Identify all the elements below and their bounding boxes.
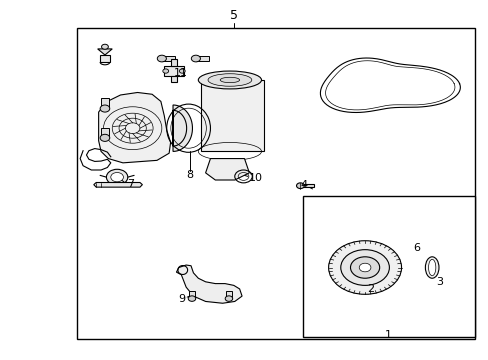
- Polygon shape: [300, 184, 313, 187]
- Bar: [77, 28, 474, 339]
- Polygon shape: [164, 66, 183, 76]
- Circle shape: [340, 249, 388, 285]
- Ellipse shape: [220, 77, 239, 83]
- Polygon shape: [188, 291, 195, 298]
- Polygon shape: [176, 265, 242, 303]
- Text: 1: 1: [384, 330, 390, 341]
- Polygon shape: [225, 291, 231, 298]
- Text: 6: 6: [413, 243, 420, 253]
- Circle shape: [296, 183, 304, 189]
- Polygon shape: [101, 98, 109, 109]
- Ellipse shape: [425, 257, 438, 278]
- Polygon shape: [196, 56, 209, 61]
- Circle shape: [225, 296, 232, 301]
- Circle shape: [106, 169, 127, 185]
- Text: 7: 7: [126, 179, 134, 189]
- Ellipse shape: [427, 259, 435, 276]
- Polygon shape: [170, 76, 177, 82]
- Text: 4: 4: [300, 180, 307, 190]
- Ellipse shape: [207, 74, 251, 86]
- Polygon shape: [170, 59, 177, 66]
- Polygon shape: [205, 158, 249, 180]
- Circle shape: [350, 257, 379, 278]
- Circle shape: [191, 55, 200, 62]
- Text: 11: 11: [174, 68, 188, 78]
- Circle shape: [111, 172, 123, 182]
- Text: 3: 3: [436, 277, 443, 287]
- Text: 8: 8: [186, 170, 193, 180]
- Circle shape: [100, 105, 109, 112]
- Circle shape: [163, 69, 168, 73]
- Polygon shape: [101, 127, 109, 138]
- Polygon shape: [162, 56, 175, 61]
- Circle shape: [179, 69, 185, 73]
- Ellipse shape: [198, 71, 261, 89]
- Circle shape: [100, 134, 109, 141]
- Text: 5: 5: [229, 9, 237, 22]
- Circle shape: [188, 296, 195, 301]
- Circle shape: [359, 263, 370, 272]
- Circle shape: [102, 44, 108, 49]
- Polygon shape: [100, 55, 110, 62]
- Circle shape: [157, 55, 166, 62]
- Polygon shape: [94, 183, 142, 187]
- Polygon shape: [98, 49, 112, 55]
- Text: 2: 2: [366, 284, 374, 294]
- Text: 10: 10: [248, 173, 262, 183]
- Polygon shape: [173, 105, 192, 152]
- Bar: [302, 196, 474, 337]
- Circle shape: [328, 241, 401, 294]
- Text: 9: 9: [178, 294, 185, 303]
- Polygon shape: [201, 80, 264, 152]
- Polygon shape: [99, 93, 170, 163]
